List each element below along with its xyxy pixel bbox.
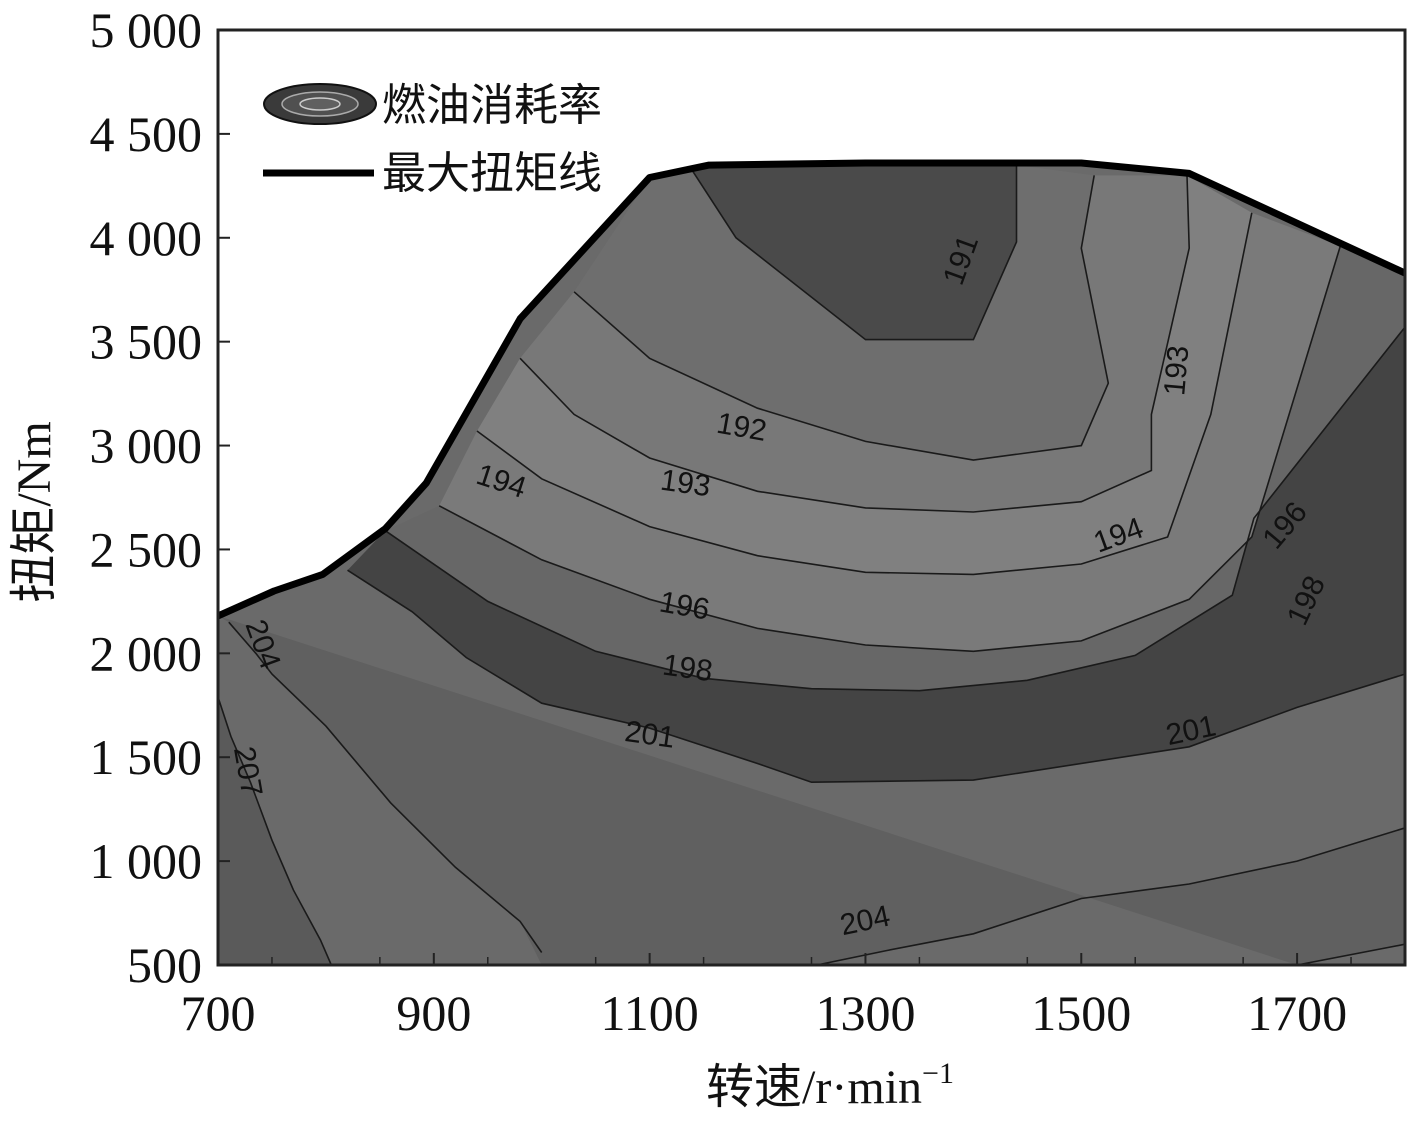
contour-label: 193 xyxy=(658,464,712,504)
contour-line xyxy=(218,696,333,965)
contour-line xyxy=(573,175,1110,461)
x-tick-label: 1100 xyxy=(601,985,699,1041)
y-tick-label: 2 500 xyxy=(90,521,203,577)
contour-line xyxy=(476,212,1253,576)
y-tick-label: 1 500 xyxy=(90,729,203,785)
contour-region xyxy=(439,212,1341,652)
x-axis-title-text: 转速/r·min xyxy=(706,1061,922,1114)
x-tick-label: 700 xyxy=(181,985,256,1041)
legend-label-fuel: 燃油消耗率 xyxy=(382,81,602,130)
legend: 燃油消耗率 最大扭矩线 xyxy=(263,81,602,198)
x-axis-title: 转速/r·min−1 xyxy=(706,1057,954,1114)
contour-line xyxy=(384,326,1405,692)
y-tick-label: 3 000 xyxy=(90,418,203,474)
x-axis-title-sup: −1 xyxy=(922,1057,954,1090)
y-tick-label: 500 xyxy=(127,937,202,993)
contour-line xyxy=(1296,943,1405,965)
y-tick-label: 5 000 xyxy=(90,2,203,58)
contour-region xyxy=(520,175,1190,512)
contour-label: 201 xyxy=(623,715,677,755)
y-tick-label: 1 000 xyxy=(90,833,203,889)
contour-line xyxy=(438,245,1342,653)
contour-line xyxy=(347,569,1405,784)
contour-region xyxy=(218,615,1405,965)
max-torque-line xyxy=(216,159,1407,620)
y-tick-label: 3 500 xyxy=(90,314,203,370)
x-tick-label: 900 xyxy=(396,985,471,1041)
x-tick-label: 1300 xyxy=(815,985,915,1041)
x-tick-label: 1700 xyxy=(1247,985,1347,1041)
contour-line xyxy=(816,827,1405,965)
contour-label: 198 xyxy=(661,649,715,689)
contour-label: 193 xyxy=(1158,344,1195,397)
contour-region xyxy=(347,327,1405,783)
contour-line xyxy=(692,165,1018,341)
y-axis-title: 扭矩/Nm xyxy=(8,421,61,602)
legend-label-torque: 最大扭矩线 xyxy=(382,149,602,198)
legend-contour-symbol xyxy=(263,83,377,125)
x-axis-ticks: 700 900 1100 1300 1500 1700 xyxy=(181,953,1352,1041)
y-axis-ticks: 500 1 000 1 500 2 000 2 500 3 000 3 500 4 000 4 … xyxy=(90,2,230,993)
contour-lines xyxy=(218,165,1405,965)
contour-line xyxy=(519,175,1191,513)
x-tick-label: 1500 xyxy=(1031,985,1131,1041)
above-torque-area xyxy=(218,30,1405,616)
y-tick-label: 4 500 xyxy=(90,106,203,162)
y-tick-label: 2 000 xyxy=(90,625,203,681)
contour-region xyxy=(218,697,332,965)
contour-line xyxy=(228,621,543,953)
contour-region xyxy=(477,175,1252,575)
contour-region xyxy=(692,163,1017,340)
contour-region xyxy=(574,165,1109,461)
y-tick-label: 4 000 xyxy=(90,210,203,266)
